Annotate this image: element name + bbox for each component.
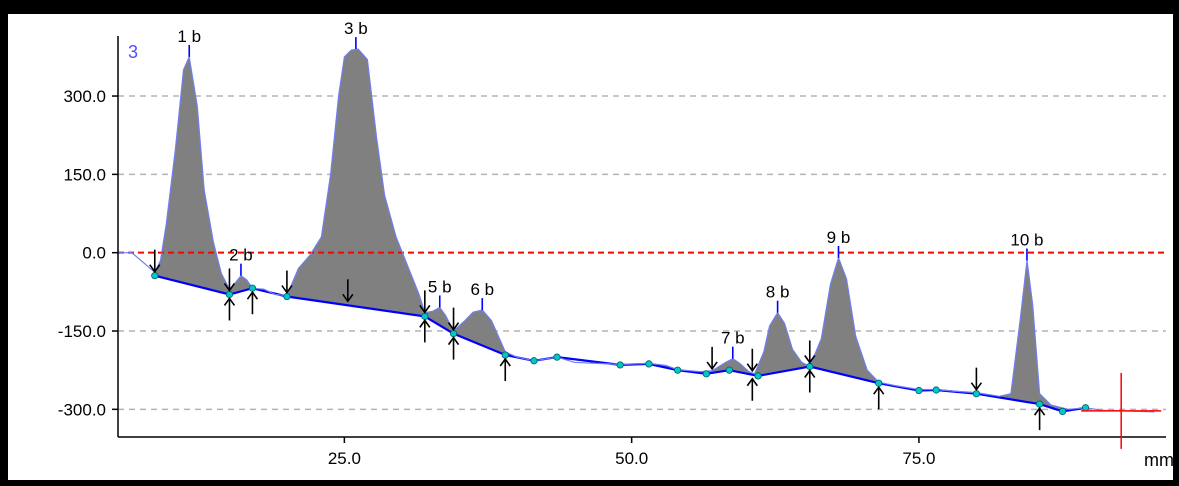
baseline-anchor xyxy=(973,390,979,396)
densitometry-panel: 1 b 2 b 3 b 5 b 6 b 7 b 8 b 9 b 10 b 300.0 150.0 0.… xyxy=(8,14,1173,480)
band-label: 2 b xyxy=(229,246,253,265)
peak-start-arrow xyxy=(707,347,717,369)
y-tick-label: -150.0 xyxy=(58,322,106,341)
peak-end-arrow xyxy=(747,379,757,401)
baseline-anchor xyxy=(152,272,158,278)
peak-end-arrow xyxy=(805,371,815,393)
peak-end-arrow xyxy=(224,298,234,320)
baseline-anchor xyxy=(646,361,652,367)
y-tick-label: 150.0 xyxy=(63,165,106,184)
baseline-anchor xyxy=(450,330,456,336)
baseline-anchor xyxy=(703,371,709,377)
baseline-anchor xyxy=(284,293,290,299)
peak-end-arrow xyxy=(1035,408,1045,430)
baseline-anchor xyxy=(249,285,255,291)
baseline-anchor xyxy=(933,387,939,393)
lane-number: 3 xyxy=(128,42,138,62)
peak-end-arrow xyxy=(500,359,510,381)
peak-end-arrow xyxy=(247,292,257,314)
baseline-anchor xyxy=(726,367,732,373)
peak-end-arrow xyxy=(449,338,459,360)
baseline-anchor xyxy=(876,380,882,386)
band-label: 5 b xyxy=(428,278,452,297)
x-tick-label: 75.0 xyxy=(902,449,935,468)
x-tick-label: 25.0 xyxy=(328,449,361,468)
band-label: 8 b xyxy=(766,283,790,302)
peak-start-arrow xyxy=(971,368,981,390)
band-label: 6 b xyxy=(470,280,494,299)
band-label: 3 b xyxy=(344,19,368,38)
band-label: 1 b xyxy=(177,27,201,46)
y-tick-label: -300.0 xyxy=(58,400,106,419)
y-tick-label: 0.0 xyxy=(82,244,106,263)
baseline-anchor xyxy=(531,358,537,364)
band-label: 10 b xyxy=(1010,231,1043,250)
baseline-anchor xyxy=(502,352,508,358)
baseline-anchor xyxy=(226,291,232,297)
baseline-anchor xyxy=(422,313,428,319)
baseline-anchor xyxy=(807,363,813,369)
baseline-anchor xyxy=(1059,408,1065,414)
signal-trace xyxy=(118,49,1155,412)
baseline-anchor xyxy=(755,373,761,379)
densitometry-chart: 1 b 2 b 3 b 5 b 6 b 7 b 8 b 9 b 10 b 300.0 150.0 0.… xyxy=(8,14,1173,480)
baseline-anchor xyxy=(554,354,560,360)
baseline-anchor xyxy=(1082,405,1088,411)
band-label: 9 b xyxy=(827,228,851,247)
baseline-anchor xyxy=(1036,401,1042,407)
x-tick-label: 50.0 xyxy=(615,449,648,468)
peak-end-arrow xyxy=(874,387,884,409)
x-axis-unit-label: mm xyxy=(1144,450,1173,470)
baseline-anchor xyxy=(916,387,922,393)
peak-area-fill xyxy=(155,49,1086,411)
peak-start-arrow xyxy=(747,349,757,371)
y-tick-label: 300.0 xyxy=(63,87,106,106)
band-label: 7 b xyxy=(721,329,745,348)
baseline-anchor xyxy=(617,362,623,368)
baseline-anchor xyxy=(674,367,680,373)
